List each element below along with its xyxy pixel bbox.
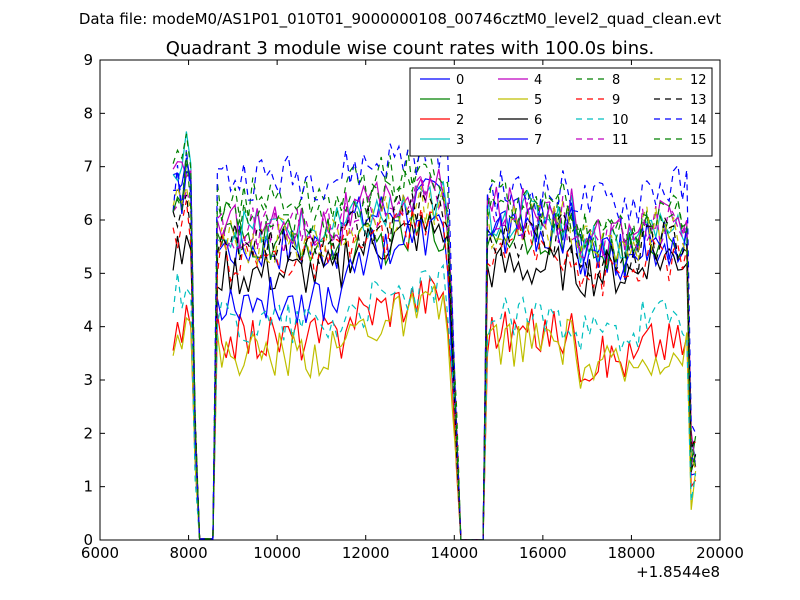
y-tick-label: 8 (83, 104, 93, 122)
series-line-8 (172, 133, 697, 540)
x-tick-label: 18000 (608, 544, 656, 562)
series-line-5 (172, 283, 697, 540)
legend-label-12: 12 (690, 73, 707, 88)
y-tick-label: 5 (83, 264, 93, 282)
plot-frame (99, 59, 721, 541)
legend-label-13: 13 (690, 93, 707, 108)
legend-label-9: 9 (612, 93, 620, 108)
data-file-label: Data file: modeM0/AS1P01_010T01_90000001… (79, 10, 721, 29)
legend-label-8: 8 (612, 73, 620, 88)
series-line-12 (172, 185, 697, 540)
y-tick-label: 6 (83, 211, 93, 229)
y-tick-label: 7 (83, 158, 93, 176)
x-tick-label: 8000 (169, 544, 207, 562)
tick-layer: 6000 8000 10000 12000 14000 16000 18000 20000 0 1… (81, 51, 744, 562)
series-line-6 (172, 213, 697, 540)
legend-label-6: 6 (534, 113, 542, 128)
x-tick-label: 20000 (696, 544, 744, 562)
legend-label-2: 2 (456, 113, 464, 128)
legend-label-15: 15 (690, 133, 707, 148)
y-tick-label: 2 (83, 424, 93, 442)
legend-label-0: 0 (456, 73, 464, 88)
legend-label-7: 7 (534, 133, 542, 148)
legend-label-10: 10 (612, 113, 629, 128)
series-line-9 (172, 200, 696, 540)
x-tick-label: 6000 (81, 544, 119, 562)
x-tick-label: 16000 (519, 544, 567, 562)
series-line-10 (172, 263, 697, 540)
x-tick-label: 12000 (342, 544, 390, 562)
legend-label-4: 4 (534, 73, 542, 88)
y-tick-label: 9 (83, 51, 93, 69)
legend-label-5: 5 (534, 93, 542, 108)
series-layer (172, 129, 697, 540)
legend-label-11: 11 (612, 133, 629, 148)
y-tick-label: 0 (83, 531, 93, 549)
y-tick-label: 3 (83, 371, 93, 389)
legend-label-3: 3 (456, 133, 464, 148)
y-tick-label: 4 (83, 318, 93, 336)
x-tick-label: 10000 (253, 544, 301, 562)
legend-label-14: 14 (690, 113, 707, 128)
x-tick-label: 14000 (430, 544, 478, 562)
x-offset-label: +1.8544e8 (636, 563, 720, 581)
series-line-13 (172, 188, 697, 540)
legend-box (409, 67, 713, 157)
chart-title: Quadrant 3 module wise count rates with … (166, 38, 655, 59)
legend-label-1: 1 (456, 93, 464, 108)
series-line-7 (173, 157, 696, 540)
y-tick-label: 1 (83, 478, 93, 496)
